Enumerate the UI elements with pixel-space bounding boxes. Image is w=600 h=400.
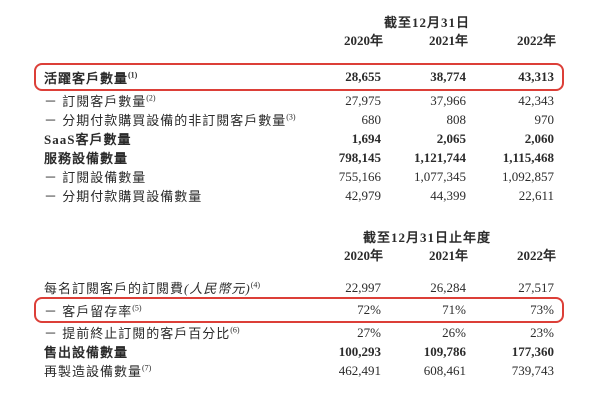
table-row: － 提前終止訂閱的客戶百分比(6) 27% 26% 23% <box>34 323 564 342</box>
value-cell: 2,065 <box>436 130 466 146</box>
value-cell: 73% <box>530 302 554 317</box>
value-cell: 608,461 <box>423 362 466 378</box>
value-cell: 43,313 <box>518 69 554 84</box>
value-cell: 1,694 <box>351 130 381 146</box>
row-label-text: 再製造設備數量 <box>44 364 143 379</box>
period-header-row: 截至12月31日止年度 <box>34 227 564 245</box>
row-label: － 訂閱客戶數量(2) <box>44 91 296 110</box>
value-cell: 27,975 <box>345 92 381 108</box>
value-cell: 100,293 <box>338 343 381 359</box>
value-cell: 27% <box>357 324 381 340</box>
row-label-text: － 分期付款購買設備數量 <box>44 189 203 204</box>
value-cell: 680 <box>361 111 382 127</box>
year-column-header: 2021年 <box>428 247 468 263</box>
value-cell: 2,060 <box>524 130 554 146</box>
year-header-row: 2020年 2021年 2022年 <box>34 245 564 263</box>
row-label: 每名訂閱客戶的訂閱費(人民幣元)(4) <box>44 278 296 297</box>
table-row: 每名訂閱客戶的訂閱費(人民幣元)(4) 22,997 26,284 27,517 <box>34 278 564 297</box>
value-cell: 42,343 <box>518 92 554 108</box>
row-label: 售出設備數量 <box>44 342 296 361</box>
row-label: － 分期付款購買設備的非訂閱客戶數量(3) <box>44 110 296 129</box>
table-row: 服務設備數量 798,145 1,121,744 1,115,468 <box>34 148 564 167</box>
footnote-marker: (3) <box>286 112 296 122</box>
value-cell: 26,284 <box>430 279 466 295</box>
value-cell: 71% <box>442 302 466 317</box>
row-label-italic: (人民幣元) <box>184 281 251 296</box>
table-row-highlighted: 活躍客戶數量(1) 28,655 38,774 43,313 <box>34 63 564 91</box>
footnote-marker: (1) <box>128 70 138 80</box>
row-label-text: 服務設備數量 <box>44 151 129 166</box>
value-cell: 1,092,857 <box>502 168 554 184</box>
metrics-table-as-of-dec31: 截至12月31日 2020年 2021年 2022年 活躍客戶數量(1) 28,… <box>34 12 564 205</box>
value-cell: 38,774 <box>430 69 466 84</box>
row-label-text: 每名訂閱客戶的訂閱費 <box>44 281 185 296</box>
row-label: 服務設備數量 <box>44 148 296 167</box>
row-label: － 提前終止訂閱的客戶百分比(6) <box>44 323 296 342</box>
value-cell: 37,966 <box>430 92 466 108</box>
year-header-row: 2020年 2021年 2022年 <box>34 30 564 48</box>
value-cell: 23% <box>530 324 554 340</box>
value-cell: 808 <box>446 111 467 127</box>
value-cell: 44,399 <box>430 187 466 203</box>
row-label: － 訂閱設備數量 <box>44 167 296 186</box>
value-cell: 1,115,468 <box>502 149 554 165</box>
year-column-header: 2020年 <box>343 247 383 263</box>
footnote-marker: (5) <box>132 303 142 313</box>
row-label-text: － 提前終止訂閱的客戶百分比 <box>44 326 231 341</box>
table-row-highlighted: － 客戶留存率(5) 72% 71% 73% <box>34 297 564 323</box>
value-cell: 739,743 <box>511 362 554 378</box>
value-cell: 26% <box>442 324 466 340</box>
year-column-header: 2021年 <box>428 32 468 48</box>
value-cell: 28,655 <box>345 69 381 84</box>
value-cell: 72% <box>357 302 381 317</box>
row-label-text: SaaS客戶數量 <box>44 132 132 147</box>
row-label-text: 活躍客戶數量 <box>44 70 129 86</box>
table-row: － 訂閱設備數量 755,166 1,077,345 1,092,857 <box>34 167 564 186</box>
table-row: － 分期付款購買設備數量 42,979 44,399 22,611 <box>34 186 564 205</box>
footnote-marker: (6) <box>230 325 240 335</box>
period-header: 截至12月31日 <box>383 14 470 30</box>
table-row: － 分期付款購買設備的非訂閱客戶數量(3) 680 808 970 <box>34 110 564 129</box>
value-cell: 42,979 <box>345 187 381 203</box>
row-label-text: 售出設備數量 <box>44 345 129 360</box>
table-row: SaaS客戶數量 1,694 2,065 2,060 <box>34 129 564 148</box>
value-cell: 970 <box>534 111 555 127</box>
row-label-text: － 客戶留存率 <box>44 303 133 319</box>
row-label-text: － 訂閱設備數量 <box>44 170 147 185</box>
year-column-header: 2020年 <box>343 32 383 48</box>
value-cell: 22,611 <box>518 187 554 203</box>
value-cell: 27,517 <box>518 279 554 295</box>
row-label: 活躍客戶數量(1) <box>44 68 296 87</box>
row-label: SaaS客戶數量 <box>44 129 296 148</box>
value-cell: 1,077,345 <box>414 168 466 184</box>
row-label: － 分期付款購買設備數量 <box>44 186 296 205</box>
footnote-marker: (2) <box>146 93 156 103</box>
value-cell: 462,491 <box>338 362 381 378</box>
value-cell: 1,121,744 <box>414 149 466 165</box>
row-label: 再製造設備數量(7) <box>44 361 296 380</box>
footnote-marker: (4) <box>250 280 261 290</box>
value-cell: 22,997 <box>345 279 381 295</box>
period-header-row: 截至12月31日 <box>34 12 564 30</box>
metrics-table-year-ended-dec31: 截至12月31日止年度 2020年 2021年 2022年 每名訂閱客戶的訂閱費… <box>34 227 564 380</box>
row-label: － 客戶留存率(5) <box>44 301 296 320</box>
value-cell: 109,786 <box>423 343 466 359</box>
row-label-text: － 分期付款購買設備的非訂閱客戶數量 <box>44 113 287 128</box>
year-column-header: 2022年 <box>516 32 556 48</box>
table-row: 再製造設備數量(7) 462,491 608,461 739,743 <box>34 361 564 380</box>
row-label-text: － 訂閱客戶數量 <box>44 94 147 109</box>
table-row: － 訂閱客戶數量(2) 27,975 37,966 42,343 <box>34 91 564 110</box>
value-cell: 177,360 <box>511 343 554 359</box>
year-column-header: 2022年 <box>516 247 556 263</box>
footnote-marker: (7) <box>142 363 152 373</box>
value-cell: 755,166 <box>338 168 381 184</box>
period-header: 截至12月31日止年度 <box>362 229 491 245</box>
table-row: 售出設備數量 100,293 109,786 177,360 <box>34 342 564 361</box>
value-cell: 798,145 <box>338 149 381 165</box>
